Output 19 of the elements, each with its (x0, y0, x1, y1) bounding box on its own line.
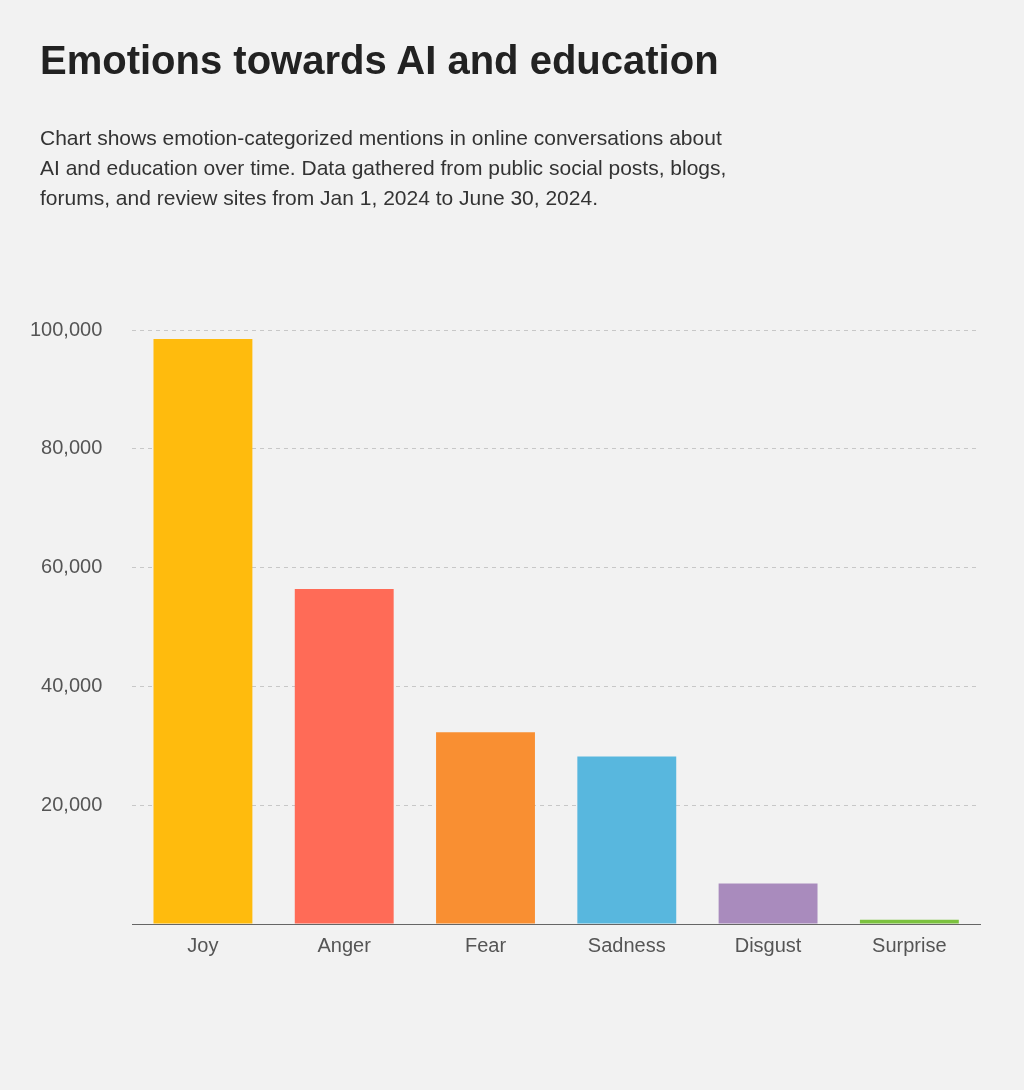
bar (577, 756, 677, 924)
x-tick-label: Sadness (587, 933, 666, 956)
y-tick-label: 40,000 (41, 673, 103, 696)
x-tick-label: Surprise (872, 933, 947, 956)
bar (436, 732, 535, 924)
x-tick-label: Disgust (734, 933, 802, 956)
y-tick-label: 20,000 (41, 792, 103, 815)
bar (718, 883, 818, 924)
y-tick-label: 100,000 (30, 317, 103, 340)
x-tick-label: Fear (464, 933, 507, 956)
y-tick-label: 80,000 (41, 436, 103, 459)
bar (294, 588, 394, 924)
bar (153, 338, 253, 924)
chart-title: Emotions towards AI and education (40, 38, 720, 83)
chart-subtitle: Chart shows emotion-categorized mentions in online conversations about AI and education over time. Data gathered from public social posts, blogs, forums, and review sites from Jan 1, 2024 to June 30, 2024. (40, 125, 728, 211)
y-tick-label: 60,000 (41, 555, 103, 578)
x-tick-label: Joy (187, 933, 219, 956)
x-tick-label: Anger (317, 933, 372, 956)
bar (859, 919, 959, 924)
